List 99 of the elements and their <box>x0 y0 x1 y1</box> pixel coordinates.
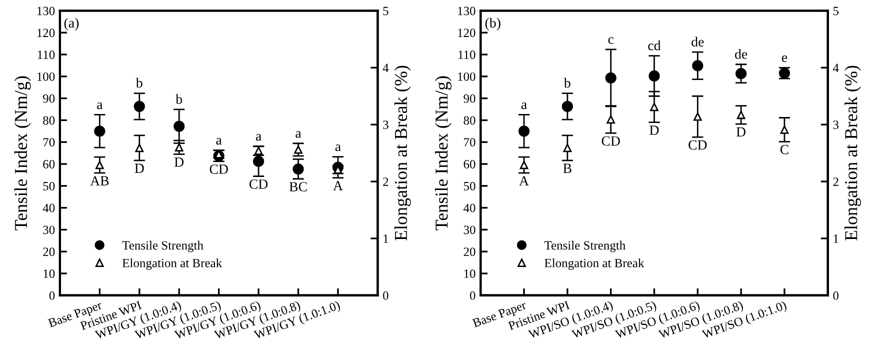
annotation: (b) <box>485 18 500 30</box>
annotation: b <box>136 78 142 88</box>
point <box>134 100 145 112</box>
annotation: D <box>650 126 659 135</box>
annotation: (a) <box>64 18 79 30</box>
annotation: A <box>519 176 529 186</box>
y2-tick-label: 4 <box>382 64 389 72</box>
y-tick-label: 10 <box>44 269 55 278</box>
y2-tick-label: 1 <box>834 234 838 243</box>
y-tick-label: 10 <box>464 269 476 278</box>
y2-tick-label: 2 <box>833 178 838 186</box>
point <box>292 163 304 175</box>
annotation: CD <box>602 136 620 146</box>
annotation: a <box>296 131 302 138</box>
y-tick-label: 100 <box>37 72 55 81</box>
point <box>252 156 264 167</box>
point <box>562 100 573 112</box>
y2-tick-label: 2 <box>383 178 388 186</box>
y-tick-label: 130 <box>37 6 55 16</box>
annotation: a <box>216 138 222 145</box>
legend-label: Tensile Strength <box>544 240 626 252</box>
point <box>174 120 185 132</box>
annotation: BC <box>289 182 307 192</box>
annotation: a <box>256 134 262 141</box>
annotation: a <box>335 144 341 152</box>
legend-label: Tensile Strength <box>122 240 204 252</box>
y-tick-label: 70 <box>464 138 476 147</box>
y-tick-label: 20 <box>464 248 476 256</box>
y-tick-label: 130 <box>458 6 476 16</box>
point <box>693 112 702 121</box>
annotation: a <box>521 102 527 110</box>
y-tick-label: 110 <box>458 50 476 59</box>
point <box>692 60 704 72</box>
point <box>780 126 789 134</box>
y-tick-label: 100 <box>458 72 476 81</box>
annotation: de <box>692 36 704 47</box>
y-tick-label: 60 <box>464 160 476 168</box>
annotation: CD <box>210 164 228 174</box>
y2-tick-label: 3 <box>383 120 388 130</box>
point <box>650 102 658 112</box>
y-tick-label: 30 <box>464 226 476 234</box>
y2-tick-label: 1 <box>384 234 388 243</box>
annotation: de <box>735 49 748 59</box>
y-axis-title: Tensile Index (Nm/g) <box>435 76 452 230</box>
y2-axis-title: Elongation at Break (%) <box>844 66 861 241</box>
point <box>135 144 144 152</box>
annotation: b <box>564 78 570 88</box>
annotation: cd <box>648 40 661 50</box>
y2-tick-label: 0 <box>383 291 388 300</box>
y2-tick-label: 3 <box>833 120 838 130</box>
annotation: a <box>97 102 103 110</box>
point <box>94 126 106 137</box>
point <box>96 160 104 170</box>
y-tick-label: 90 <box>43 94 55 103</box>
y2-tick-label: 5 <box>833 6 838 16</box>
y-tick-label: 120 <box>37 28 55 38</box>
y-tick-label: 110 <box>38 50 55 59</box>
y-tick-label: 120 <box>458 28 476 38</box>
point <box>605 72 616 84</box>
y-tick-label: 50 <box>43 182 55 190</box>
annotation: CD <box>249 179 268 189</box>
point <box>563 144 572 152</box>
y-tick-label: 0 <box>470 291 476 300</box>
legend-label: Elongation at Break <box>122 258 222 270</box>
y-tick-label: 60 <box>43 160 55 168</box>
annotation: e <box>782 55 788 62</box>
annotation: c <box>608 37 614 44</box>
y2-tick-label: 5 <box>383 6 388 16</box>
y-tick-label: 30 <box>43 226 55 234</box>
y-tick-label: 40 <box>42 204 55 212</box>
point <box>606 115 616 124</box>
y-tick-label: 20 <box>43 248 55 256</box>
y-tick-label: 70 <box>43 138 55 147</box>
y-tick-label: 40 <box>464 204 476 212</box>
point <box>648 70 660 82</box>
y-axis-title: Tensile Index (Nm/g) <box>14 76 31 230</box>
point <box>736 68 747 80</box>
annotation: D <box>736 127 746 136</box>
y-tick-label: 50 <box>464 182 476 190</box>
y2-tick-label: 4 <box>832 64 839 72</box>
point <box>736 110 746 120</box>
y2-tick-label: 0 <box>833 291 839 300</box>
point <box>174 143 184 152</box>
legend-label: Elongation at Break <box>544 258 644 270</box>
annotation: b <box>176 94 182 104</box>
annotation: D <box>134 164 144 173</box>
annotation: B <box>563 164 572 173</box>
annotation: D <box>174 158 184 167</box>
annotation: AB <box>90 176 109 186</box>
annotation: CD <box>688 140 707 150</box>
point <box>518 126 530 137</box>
y-tick-label: 80 <box>464 116 476 125</box>
y-tick-label: 80 <box>43 116 55 125</box>
annotation: A <box>333 181 343 190</box>
y2-axis-title: Elongation at Break (%) <box>394 66 411 241</box>
y-tick-label: 90 <box>464 94 476 103</box>
annotation: C <box>780 144 788 154</box>
y-tick-label: 0 <box>49 291 55 300</box>
point <box>520 160 528 170</box>
